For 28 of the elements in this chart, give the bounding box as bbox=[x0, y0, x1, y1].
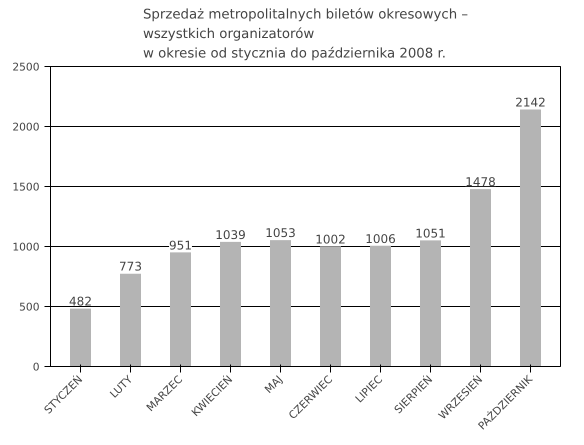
bar bbox=[320, 246, 341, 366]
bar bbox=[520, 109, 541, 366]
data-label: 1051 bbox=[415, 226, 446, 240]
y-tick-label: 2500 bbox=[12, 60, 40, 74]
data-label: 1478 bbox=[465, 175, 496, 190]
y-tick-label: 1000 bbox=[12, 240, 40, 254]
data-label: 773 bbox=[119, 260, 142, 274]
y-tick-label: 500 bbox=[19, 300, 40, 314]
y-tick-label: 1500 bbox=[12, 180, 40, 194]
y-tick-label: 2000 bbox=[12, 120, 40, 134]
bar bbox=[70, 308, 91, 366]
bar bbox=[420, 240, 441, 366]
data-label: 1002 bbox=[315, 232, 346, 246]
data-label: 482 bbox=[69, 294, 92, 309]
data-label: 1039 bbox=[215, 228, 246, 242]
data-label: 2142 bbox=[515, 95, 546, 110]
chart-title: Sprzedaż metropolitalnych biletów okresowych – wszystkich organizatorów w okresie od stycznia do października 2008 r. bbox=[142, 8, 468, 62]
x-tick-label: MAJ bbox=[262, 372, 286, 396]
bar bbox=[370, 246, 391, 366]
bar bbox=[470, 189, 491, 366]
data-label: 951 bbox=[169, 238, 192, 252]
bar bbox=[170, 252, 191, 366]
data-label: 1006 bbox=[365, 232, 396, 246]
bar bbox=[120, 274, 141, 366]
bar bbox=[270, 240, 291, 366]
data-label: 1053 bbox=[265, 226, 296, 240]
bar bbox=[220, 242, 241, 366]
y-tick-label: 0 bbox=[32, 360, 40, 374]
